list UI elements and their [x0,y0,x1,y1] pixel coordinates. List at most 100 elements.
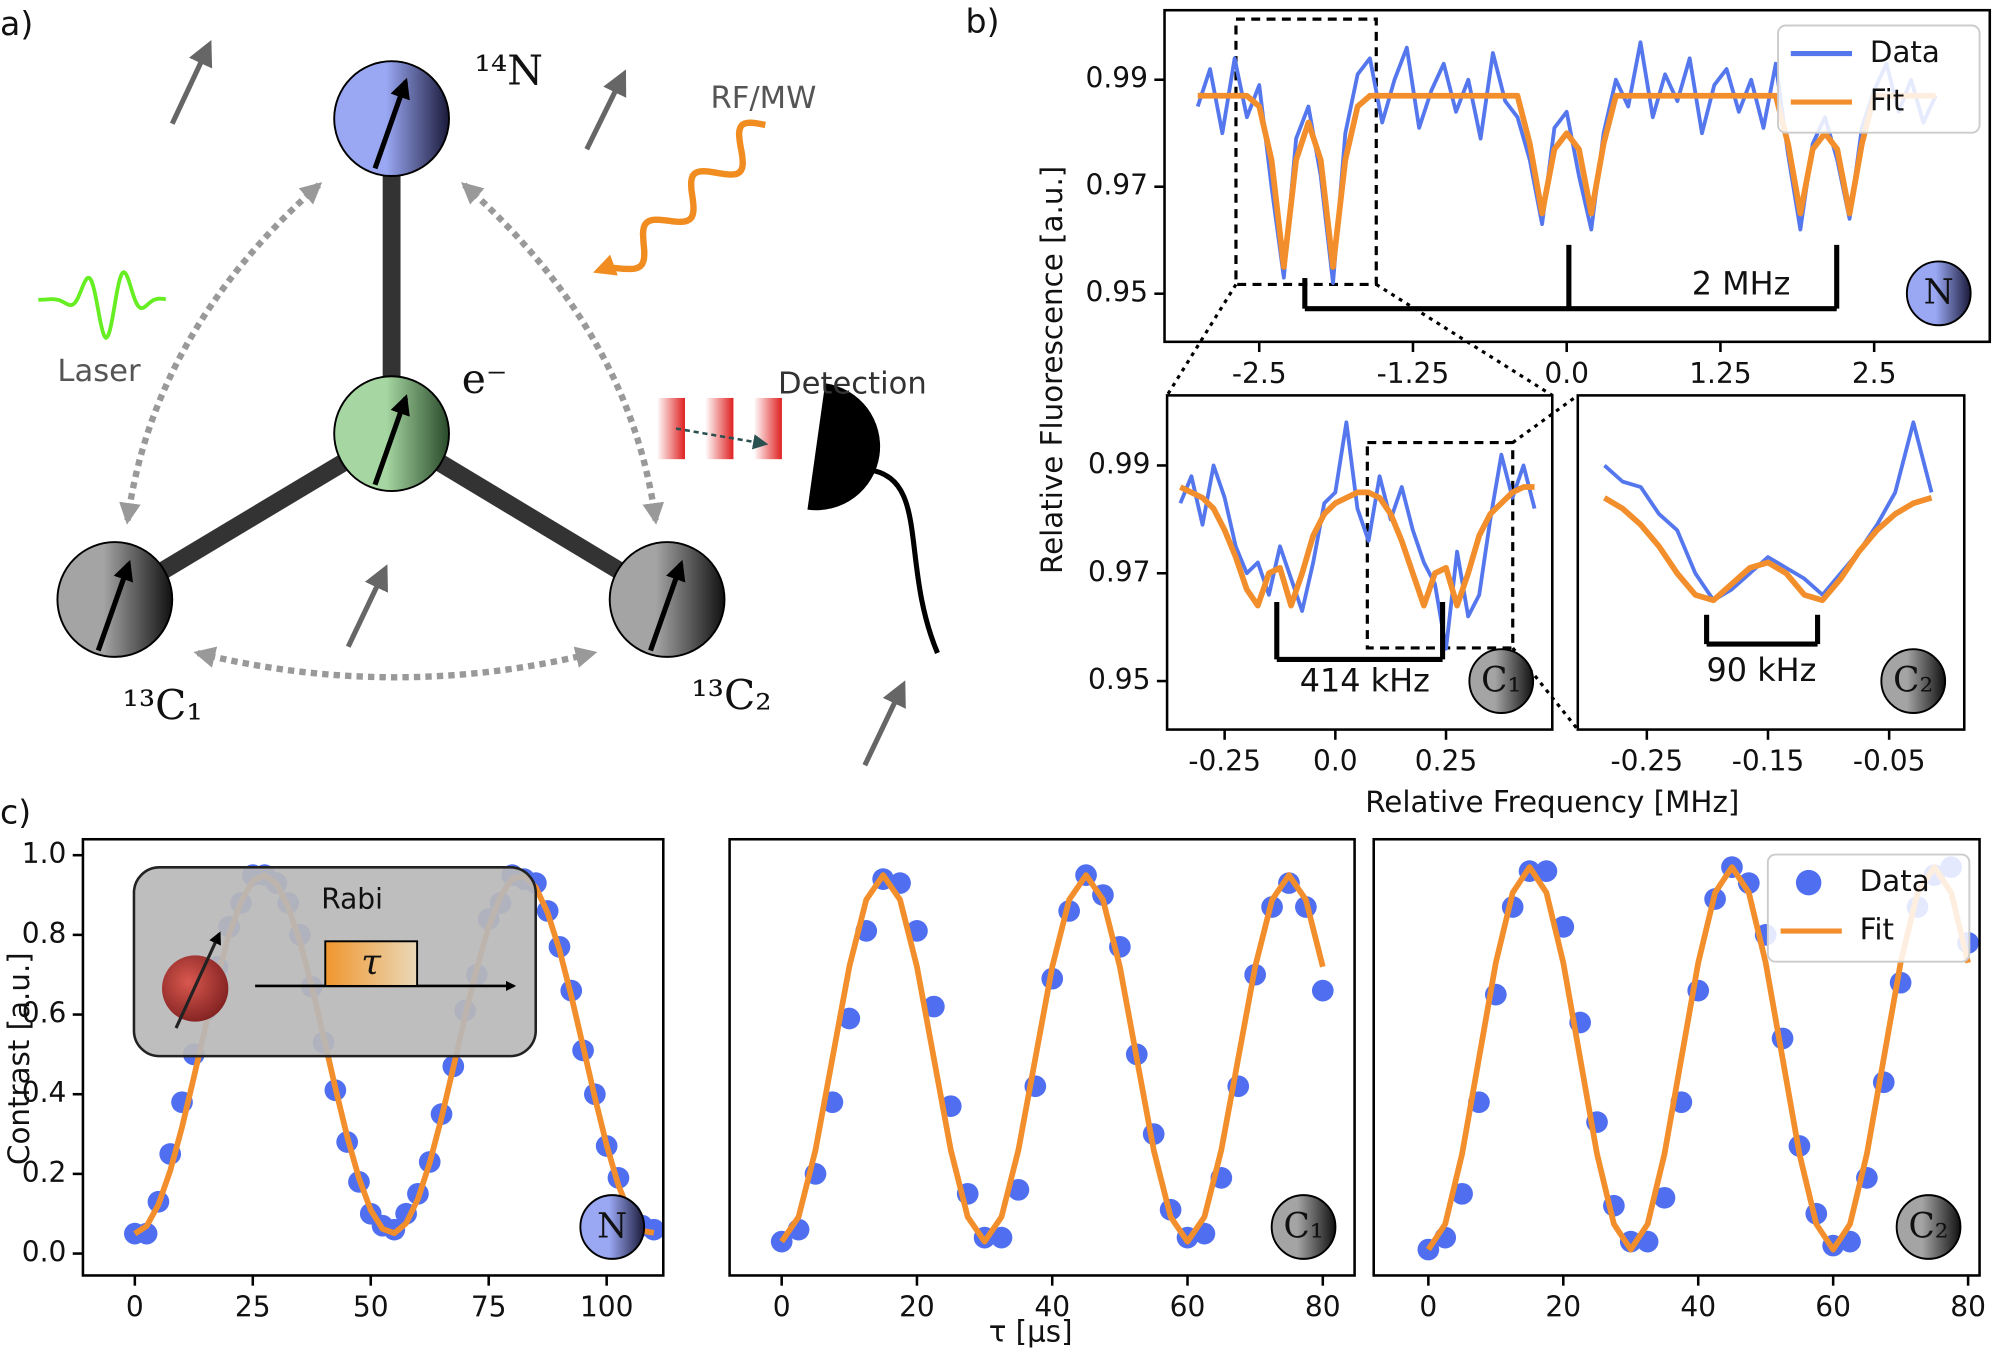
x-tick-label: -0.05 [1853,745,1926,778]
series-line [1602,495,1933,604]
data-point [1007,1178,1030,1201]
badge [1468,648,1535,714]
panel-label: b) [966,1,1000,40]
zoom-line [1165,283,1238,397]
detector-head [807,383,881,511]
spin-arrow [174,931,221,1029]
data-point [923,995,945,1018]
x-tick-label: 75 [471,1291,507,1324]
plot-area [1195,40,1938,285]
y-axis-label: Relative Fluorescence [a.u.] [1035,166,1069,574]
node-label: ¹⁴N [475,46,543,94]
x-axis-label: Relative Frequency [MHz] [1365,785,1739,819]
coupling-arrow [193,646,598,681]
chart: 0 20 40 60 80 C₂ Data Fit [1372,837,1986,1324]
axes-frame [1165,394,1554,731]
x-axis-label: τ [μs] [989,1314,1073,1348]
series-line [1178,420,1537,651]
x-tick-label: 0 [126,1291,144,1324]
x-tick-label: 0.0 [1313,745,1358,778]
inset-title: Rabi [321,882,383,915]
y-tick-label: 0.99 [1088,447,1150,480]
legend: Data Fit [1777,24,1981,134]
field-arrow [345,564,388,648]
y-tick-label: 0.0 [22,1236,67,1269]
x-tick-label: 0.0 [1544,357,1589,390]
badge-label: C₁ [1283,1206,1323,1246]
x-tick-label: 25 [235,1291,271,1324]
legend-label: Data [1870,35,1940,69]
bonds [110,118,672,608]
data-point [1278,872,1300,894]
x-tick-label: 0 [773,1291,791,1324]
series-line [1603,420,1934,603]
data-point [838,1007,861,1030]
x-tick-label: 40 [1034,1291,1070,1324]
data-point [643,1218,664,1241]
series-line [1197,92,1936,270]
legend-label: Fit [1860,913,1894,947]
detector [656,383,940,655]
y-tick-label: 0.8 [22,917,67,950]
chart: -0.25 0.0 0.25 0.95 0.97 0.99 414 kHz C₁ [1088,394,1554,778]
plot-area [770,864,1334,1253]
annotation: 2 MHz [1692,265,1791,303]
charts: -2.5 -1.25 0.0 1.25 2.5 0.95 0.97 0.99 2 MHz N Dat… [22,8,1992,1324]
spin-arrow [648,559,686,652]
badge-label: C₂ [1893,660,1933,700]
axes-frame [1576,394,1966,731]
x-tick-label: -1.25 [1377,357,1450,390]
pulse-label: τ [361,942,382,983]
x-tick-label: -0.25 [1188,745,1261,778]
x-tick-label: 80 [1305,1291,1341,1324]
detector-cable [866,466,940,655]
rabi-inset: Rabi τ [132,866,538,1058]
y-tick-label: 0.6 [22,997,67,1030]
badge [1880,648,1947,714]
node-label: ¹³C₂ [691,671,771,719]
pulse-box [324,940,419,987]
y-tick-label: 0.95 [1088,663,1150,696]
x-tick-label: 60 [1170,1291,1206,1324]
y-axis-label: Contrast [a.u.] [2,952,36,1165]
light-stripe [753,397,782,460]
badge [1895,1194,1962,1260]
coupling-arrow [119,182,323,525]
x-tick-label: 0 [1419,1291,1437,1324]
laser-wave [38,270,167,341]
x-tick-label: -0.15 [1732,745,1805,778]
chart: -2.5 -1.25 0.0 1.25 2.5 0.95 0.97 0.99 2 MHz N Dat… [1086,8,1992,390]
plot-area [1602,420,1934,604]
y-tick-label: 0.2 [22,1156,67,1189]
y-tick-label: 1.0 [22,837,67,870]
y-tick-label: 0.99 [1086,62,1148,95]
zoom-box [1365,440,1515,650]
x-tick-label: 50 [353,1291,389,1324]
legend: Data Fit [1766,853,1971,963]
zoom-line [1375,283,1554,397]
x-tick-label: 100 [580,1291,634,1324]
spin-arrow [372,394,410,486]
badge-label: C₁ [1481,660,1521,700]
x-tick-label: -0.25 [1611,745,1684,778]
axes-frame [1163,8,1992,344]
couplings [119,182,665,681]
chart: 0 20 40 60 80 C₁ [728,837,1356,1324]
panel-label: c) [0,792,31,831]
x-tick-label: 1.25 [1689,357,1751,390]
badge-label: N [597,1206,627,1246]
photon-arrow [675,427,769,450]
y-tick-label: 0.95 [1086,276,1148,309]
y-tick-label: 0.4 [22,1076,67,1109]
x-tick-label: 60 [1815,1291,1851,1324]
badge [1905,260,1972,327]
plot-area [1417,856,1979,1261]
annotation: 414 kHz [1300,661,1430,699]
zoom-box [1234,17,1378,287]
x-tick-label: 2.5 [1852,357,1897,390]
badge [579,1194,646,1260]
panel-label: a) [0,4,33,43]
field-arrow [169,40,213,125]
detection-label: Detection [778,367,927,402]
legend-label: Data [1860,864,1930,898]
